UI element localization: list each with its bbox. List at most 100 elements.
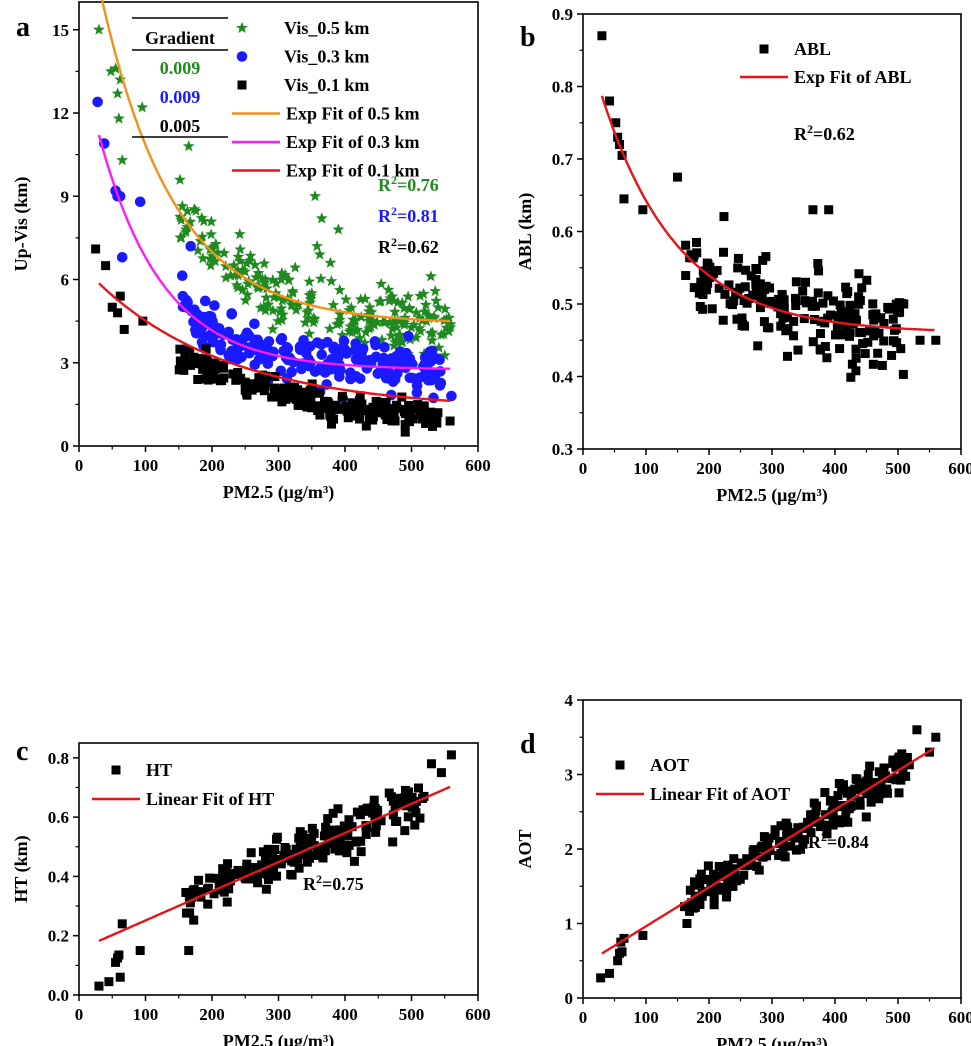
data-point <box>277 308 289 320</box>
data-point <box>338 403 348 413</box>
data-point <box>703 874 713 884</box>
data-point <box>189 352 199 362</box>
panel-d: d 0 100 200 300 400 500 600 0 1 2 3 4 PM2.5 (μg/m³) AO… <box>515 691 971 1046</box>
data-point <box>741 265 751 275</box>
data-point <box>347 313 359 325</box>
data-point <box>798 839 808 849</box>
legend-marker-swatch <box>759 44 769 54</box>
data-point <box>323 322 336 334</box>
data-point <box>240 257 253 269</box>
data-point <box>285 849 295 859</box>
data-point <box>286 286 299 298</box>
data-point <box>835 818 845 828</box>
data-point <box>224 869 234 879</box>
data-point <box>419 401 429 411</box>
data-point <box>298 335 309 346</box>
data-point <box>689 283 699 293</box>
data-point <box>414 289 426 301</box>
data-point <box>740 282 750 292</box>
data-point <box>266 323 279 335</box>
data-point <box>709 869 719 879</box>
data-point <box>611 118 621 128</box>
data-point <box>799 314 809 324</box>
data-point <box>361 829 371 839</box>
data-point <box>233 228 246 240</box>
data-point <box>379 403 389 413</box>
y-tick-label: 0.8 <box>552 78 573 97</box>
data-point <box>254 301 267 313</box>
legend-marker-swatch <box>615 760 625 770</box>
data-point <box>266 274 279 286</box>
data-point <box>220 271 232 283</box>
x-tick-label: 600 <box>948 459 971 478</box>
data-point <box>863 789 873 799</box>
data-point <box>358 336 371 348</box>
data-point <box>433 341 445 353</box>
data-point <box>755 303 765 313</box>
y-tick-label: 0.0 <box>48 986 69 1005</box>
data-point <box>275 302 288 314</box>
data-point <box>828 296 838 306</box>
y-tick-label: 0 <box>61 437 70 456</box>
data-point <box>275 267 288 279</box>
series-2 <box>91 244 455 437</box>
data-point <box>865 326 875 336</box>
fit-line-0 <box>601 746 936 955</box>
data-point <box>855 800 865 810</box>
data-point <box>762 851 772 861</box>
data-point <box>727 300 737 310</box>
data-point <box>403 812 413 822</box>
data-point <box>261 884 271 894</box>
data-point <box>252 282 264 294</box>
data-point <box>876 785 886 795</box>
data-point <box>392 296 404 308</box>
data-point <box>337 391 347 401</box>
data-point <box>334 308 346 320</box>
data-point <box>862 275 872 285</box>
legend-entry: Exp Fit of 0.5 km <box>232 104 420 124</box>
data-point <box>720 289 730 299</box>
data-point <box>820 788 830 798</box>
data-point <box>241 288 254 300</box>
panel-letter: c <box>16 736 28 767</box>
data-point <box>415 410 425 420</box>
data-point <box>244 249 257 261</box>
data-point <box>815 345 825 355</box>
data-point <box>434 354 445 366</box>
data-point <box>339 821 349 831</box>
data-point <box>210 358 220 368</box>
data-point <box>619 194 629 204</box>
data-point <box>239 294 252 306</box>
data-point <box>783 823 793 833</box>
legend-entry: Exp Fit of 0.3 km <box>232 132 420 152</box>
data-point <box>181 204 194 217</box>
data-point <box>363 301 376 313</box>
data-point <box>831 330 841 340</box>
x-tick-label: 0 <box>75 1005 84 1024</box>
data-point <box>135 946 145 956</box>
data-point <box>689 902 699 912</box>
data-point <box>375 366 386 377</box>
data-point <box>116 154 129 166</box>
data-point <box>227 259 240 271</box>
data-point <box>847 359 857 369</box>
data-point <box>407 802 417 812</box>
data-point <box>203 375 213 385</box>
data-point <box>732 314 742 324</box>
data-point <box>207 370 217 380</box>
data-point <box>801 277 811 287</box>
y-tick-label: 0.9 <box>552 5 573 24</box>
data-point <box>613 956 623 966</box>
y-tick-label: 0 <box>565 989 574 1008</box>
data-point <box>822 829 832 839</box>
data-point <box>754 291 764 301</box>
data-point <box>852 784 862 794</box>
plot-frame <box>78 742 479 996</box>
data-point <box>808 337 818 347</box>
data-point <box>915 335 925 345</box>
x-tick-label: 500 <box>885 1008 911 1027</box>
data-point <box>857 283 867 293</box>
r-squared-label: R2=0.62 <box>794 122 855 144</box>
data-point <box>298 399 308 409</box>
data-point <box>747 860 757 870</box>
